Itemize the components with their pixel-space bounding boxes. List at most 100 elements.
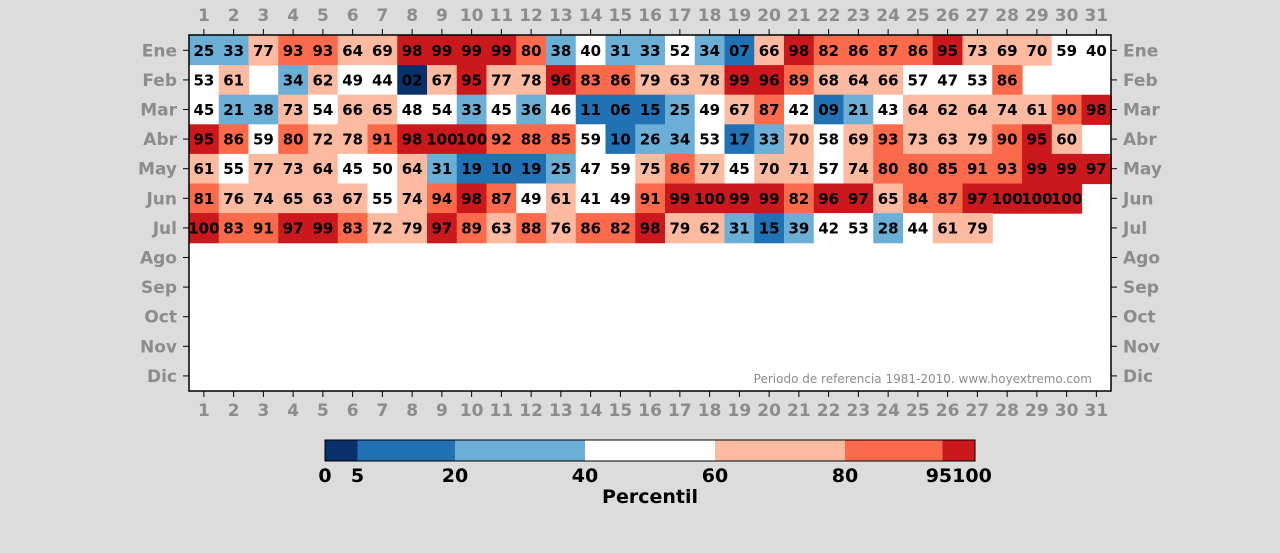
heatmap-cell <box>1022 153 1053 185</box>
heatmap-cell <box>873 183 904 214</box>
cell-value-label: 55 <box>372 190 393 208</box>
cell-value-label: 87 <box>878 42 899 60</box>
colorbar: 0 5 20 40 60 80 95100 <box>318 439 992 487</box>
heatmap-cell <box>427 183 458 214</box>
x-tick-label: 25 <box>906 401 930 421</box>
cell-value-label: 99 <box>729 190 750 208</box>
y-tick-label: Abr <box>1123 130 1157 150</box>
heatmap-cell <box>308 65 339 96</box>
heatmap-cell <box>486 153 517 185</box>
heatmap-cell <box>784 153 815 185</box>
colorbar-tick-label: 95100 <box>926 465 992 487</box>
heatmap-cell <box>1081 153 1112 185</box>
cell-value-label: 79 <box>669 219 690 237</box>
x-tick-label: 10 <box>460 6 484 26</box>
cell-value-label: 21 <box>223 101 244 119</box>
cell-value-label: 87 <box>491 190 512 208</box>
heatmap-cell <box>843 153 874 185</box>
heatmap-cell <box>1022 94 1053 125</box>
heatmap-cell <box>873 213 904 244</box>
x-tick-label: 30 <box>1055 401 1079 421</box>
cell-value-label: 92 <box>491 131 512 149</box>
heatmap-cell <box>337 124 369 155</box>
heatmap-cell <box>516 124 547 155</box>
heatmap-cell <box>635 153 666 185</box>
cell-value-label: 82 <box>788 190 809 208</box>
plot-frame <box>188 34 1112 392</box>
cell-value-label: 31 <box>729 219 750 237</box>
heatmap-cell <box>427 124 458 155</box>
cell-value-label: 100 <box>456 131 487 149</box>
cell-value-label: 61 <box>937 219 958 237</box>
cell-value-label: 95 <box>1026 131 1047 149</box>
colorbar-segment <box>942 440 976 461</box>
heatmap-cell <box>635 183 666 214</box>
heatmap-cell <box>665 213 696 244</box>
heatmap-cell <box>724 35 755 66</box>
colorbar-tick-label: 20 <box>442 465 468 487</box>
cell-value-label: 47 <box>937 71 958 89</box>
heatmap-cell <box>873 35 904 66</box>
cell-value-label: 99 <box>759 190 780 208</box>
heatmap-cell <box>218 213 250 244</box>
heatmap-cell <box>932 35 964 66</box>
heatmap-cell <box>546 124 577 155</box>
cell-value-label: 86 <box>669 160 690 178</box>
cell-value-label: 21 <box>848 101 869 119</box>
heatmap-cell <box>754 213 785 244</box>
heatmap-cell <box>456 213 488 244</box>
cell-value-label: 62 <box>312 71 333 89</box>
heatmap-cell <box>278 94 309 125</box>
x-tick-label: 15 <box>609 6 633 26</box>
heatmap-cell <box>932 65 964 96</box>
heatmap-cell <box>218 183 250 214</box>
cell-value-label: 40 <box>1086 42 1107 60</box>
y-tick-label: Sep <box>141 278 177 298</box>
cell-value-label: 57 <box>818 160 839 178</box>
heatmap-cell <box>546 213 577 244</box>
colorbar-label: Percentil <box>602 486 698 508</box>
heatmap-cell <box>665 153 696 185</box>
x-tick-label: 3 <box>257 6 269 26</box>
heatmap-cell <box>665 183 696 214</box>
x-tick-label: 25 <box>906 6 930 26</box>
cell-value-label: 49 <box>610 190 631 208</box>
colorbar-segment <box>357 440 456 461</box>
heatmap-cell <box>516 65 547 96</box>
cell-value-label: 93 <box>878 131 899 149</box>
cell-value-label: 49 <box>521 190 542 208</box>
heatmap-cell <box>397 153 428 185</box>
cell-value-label: 36 <box>521 101 542 119</box>
colorbar-segment <box>455 440 586 461</box>
cell-value-label: 55 <box>223 160 244 178</box>
colorbar-tick-label: 60 <box>702 465 728 487</box>
heatmap-cell <box>278 153 309 185</box>
heatmap-cell <box>397 94 428 125</box>
cell-value-label: 86 <box>223 131 244 149</box>
heatmap-cell <box>694 65 726 96</box>
y-tick-label: Jul <box>1122 219 1147 239</box>
cell-value-label: 79 <box>967 131 988 149</box>
heatmap-cell <box>813 124 845 155</box>
cell-value-label: 76 <box>223 190 244 208</box>
cell-value-label: 47 <box>580 160 601 178</box>
x-tick-label: 28 <box>995 401 1019 421</box>
heatmap-cell <box>189 65 220 96</box>
x-tick-label: 31 <box>1085 6 1109 26</box>
heatmap-cell <box>873 124 904 155</box>
cell-value-label: 79 <box>967 219 988 237</box>
heatmap-cell <box>486 65 517 96</box>
cell-value-label: 64 <box>907 101 928 119</box>
x-tick-label: 9 <box>436 6 448 26</box>
x-tick-label: 8 <box>406 401 418 421</box>
x-tick-label: 29 <box>1025 401 1049 421</box>
heatmap-cell <box>813 153 845 185</box>
heatmap-cell <box>605 94 636 125</box>
cell-value-label: 26 <box>640 131 661 149</box>
cell-value-label: 69 <box>997 42 1018 60</box>
cell-value-label: 62 <box>937 101 958 119</box>
cell-value-label: 70 <box>759 160 780 178</box>
heatmap-cell <box>337 153 369 185</box>
cell-value-label: 80 <box>521 42 542 60</box>
cell-value-label: 93 <box>997 160 1018 178</box>
